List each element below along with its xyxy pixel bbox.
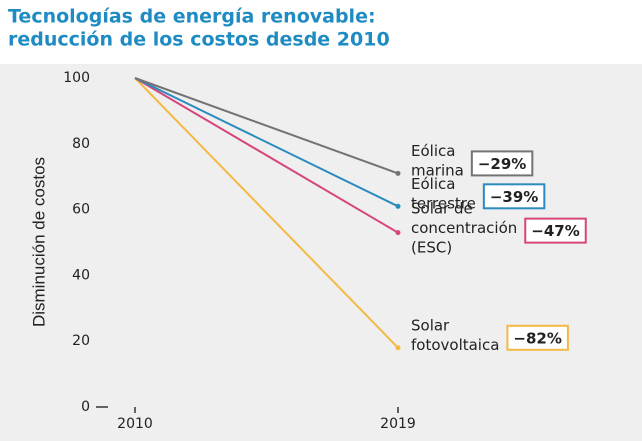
y-tick-label: 0 [81, 399, 90, 415]
series-label: concentración [411, 219, 517, 237]
series-label: (ESC) [411, 239, 452, 257]
y-tick-label: 40 [72, 267, 90, 283]
change-label: −29% [478, 155, 526, 173]
series-line [134, 77, 399, 349]
y-tick-label: 80 [72, 136, 90, 152]
y-axis-label: Disminución de costos [29, 157, 48, 327]
end-point [395, 345, 401, 351]
end-point [395, 170, 401, 176]
series-line [134, 77, 399, 234]
series-line [134, 77, 399, 175]
x-tick-label: 2019 [380, 416, 416, 432]
series-label: Solar [411, 317, 450, 335]
series-label: fotovoltaica [411, 336, 499, 354]
change-box [482, 183, 546, 210]
series-label: Eólica [411, 175, 455, 193]
series-label: Eólica [411, 142, 455, 160]
end-point [395, 230, 401, 236]
series-label: terrestre [411, 195, 476, 213]
change-label: −47% [531, 222, 579, 240]
change-box [524, 217, 587, 244]
series-label: Solar de [411, 200, 473, 218]
series-line [134, 77, 399, 208]
change-label: −82% [513, 329, 561, 347]
change-box [506, 324, 569, 351]
series-label: marina [411, 162, 464, 180]
change-label: −39% [490, 188, 538, 206]
plot-background [0, 64, 642, 441]
chart-title: Tecnologías de energía renovable: [8, 6, 376, 28]
y-tick-label: 60 [72, 202, 90, 218]
y-tick-label: 100 [63, 70, 90, 86]
y-tick-label: 20 [72, 333, 90, 349]
end-point [395, 203, 401, 209]
x-tick-label: 2010 [117, 416, 153, 432]
change-box [470, 150, 534, 177]
chart-title: reducción de los costos desde 2010 [8, 29, 390, 51]
